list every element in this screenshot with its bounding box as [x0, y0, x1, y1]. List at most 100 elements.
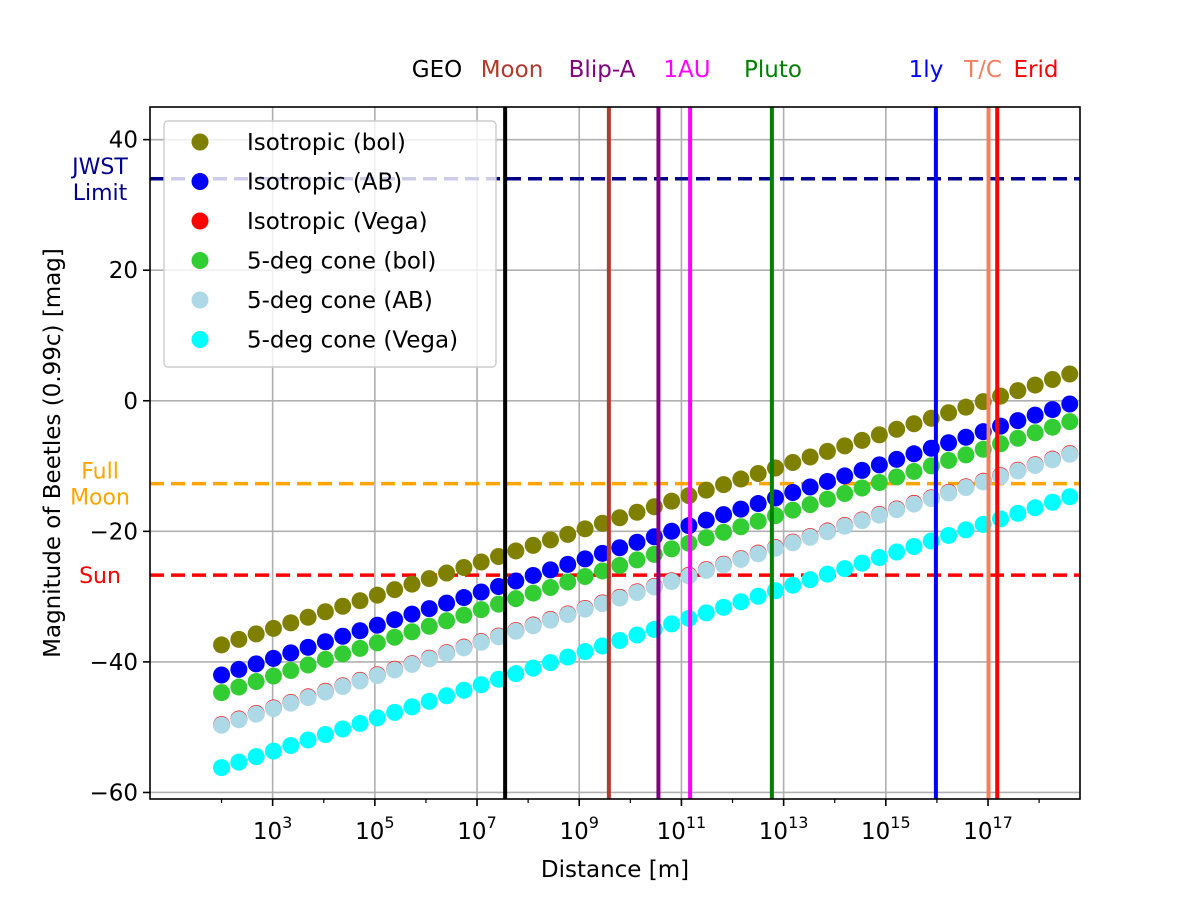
data-point [472, 553, 490, 571]
data-point [992, 467, 1010, 485]
data-point [334, 678, 352, 696]
data-point [905, 445, 923, 463]
data-point [403, 575, 421, 593]
data-point [1026, 376, 1044, 394]
data-point [299, 689, 317, 707]
data-point [351, 639, 369, 657]
data-point [386, 703, 404, 721]
data-point [593, 514, 611, 532]
y-tick-label: 0 [123, 389, 138, 415]
data-point [351, 622, 369, 640]
data-point [213, 684, 231, 702]
data-point [264, 619, 282, 637]
data-point [663, 572, 681, 590]
data-point [420, 617, 438, 635]
data-point [992, 435, 1010, 453]
legend-swatch [191, 252, 209, 269]
hline-label: Sun [79, 564, 121, 589]
data-point [541, 579, 559, 597]
data-point [870, 506, 888, 524]
data-point [940, 404, 958, 422]
data-point [801, 528, 819, 546]
data-point [316, 650, 334, 668]
y-axis-label: Magnitude of Beetles (0.99c) [mag] [40, 248, 66, 658]
data-point [438, 687, 456, 705]
data-point [715, 556, 733, 574]
data-point [576, 567, 594, 585]
data-point [316, 683, 334, 701]
data-point [836, 467, 854, 485]
data-point [784, 534, 802, 552]
data-point [438, 644, 456, 662]
data-point [1061, 395, 1079, 413]
vline-label: Moon [481, 57, 544, 83]
y-tick-label: −20 [89, 519, 138, 545]
data-point [282, 694, 300, 712]
data-point [957, 521, 975, 539]
data-point [524, 584, 542, 602]
legend-label: 5-deg cone (AB) [247, 288, 433, 314]
data-point [715, 598, 733, 616]
data-point [749, 512, 767, 530]
data-point [663, 540, 681, 558]
data-point [957, 446, 975, 464]
data-point [818, 472, 836, 490]
y-tick-label: 40 [109, 128, 138, 154]
data-point [368, 586, 386, 604]
series-5-deg-cone-vega [213, 488, 1079, 777]
plot-frame [149, 106, 1081, 800]
vline-label: Blip-A [569, 57, 636, 83]
data-point [715, 523, 733, 541]
data-point [368, 709, 386, 727]
data-point [853, 554, 871, 572]
data-point [455, 639, 473, 657]
data-point [663, 615, 681, 633]
data-point [420, 692, 438, 710]
data-point [766, 582, 784, 600]
data-point [732, 518, 750, 536]
data-point [386, 581, 404, 599]
data-point [455, 589, 473, 607]
data-point [888, 450, 906, 468]
data-point [403, 698, 421, 716]
data-point [230, 630, 248, 648]
data-point [1043, 401, 1061, 419]
data-point [992, 510, 1010, 528]
legend-label: 5-deg cone (Vega) [247, 328, 458, 354]
data-point [351, 714, 369, 732]
axis-ticks: 103 105 107 109 1011 1013 1015 101740200−20−40−… [89, 128, 1040, 845]
data-point [507, 622, 525, 640]
data-point [784, 484, 802, 501]
data-point [957, 398, 975, 416]
legend-label: 5-deg cone (bol) [247, 249, 436, 275]
data-point [247, 673, 265, 691]
legend-swatch [191, 133, 209, 151]
y-tick-label: 20 [109, 258, 138, 284]
data-point [316, 633, 334, 651]
hline-label: Moon [70, 486, 130, 511]
data-point [732, 500, 750, 518]
data-point [749, 545, 767, 563]
data-point [611, 632, 629, 649]
data-point [888, 501, 906, 519]
hline-label: JWST [70, 155, 128, 180]
data-point [334, 627, 352, 645]
data-point [836, 437, 854, 455]
data-point [403, 655, 421, 673]
data-point [576, 643, 594, 661]
data-point [490, 578, 508, 595]
data-point [663, 522, 681, 540]
data-point [403, 605, 421, 623]
data-point [541, 561, 559, 579]
data-point [905, 415, 923, 433]
data-point [1026, 456, 1044, 474]
series-5-deg-cone-ab [213, 445, 1079, 734]
data-point [490, 547, 508, 565]
data-point [334, 597, 352, 615]
vline-label: Erid [1014, 57, 1059, 83]
hline-label: Full [81, 460, 119, 485]
vline-label: T/C [963, 57, 1002, 83]
data-point [784, 576, 802, 594]
data-point [697, 481, 715, 499]
data-point [784, 453, 802, 471]
